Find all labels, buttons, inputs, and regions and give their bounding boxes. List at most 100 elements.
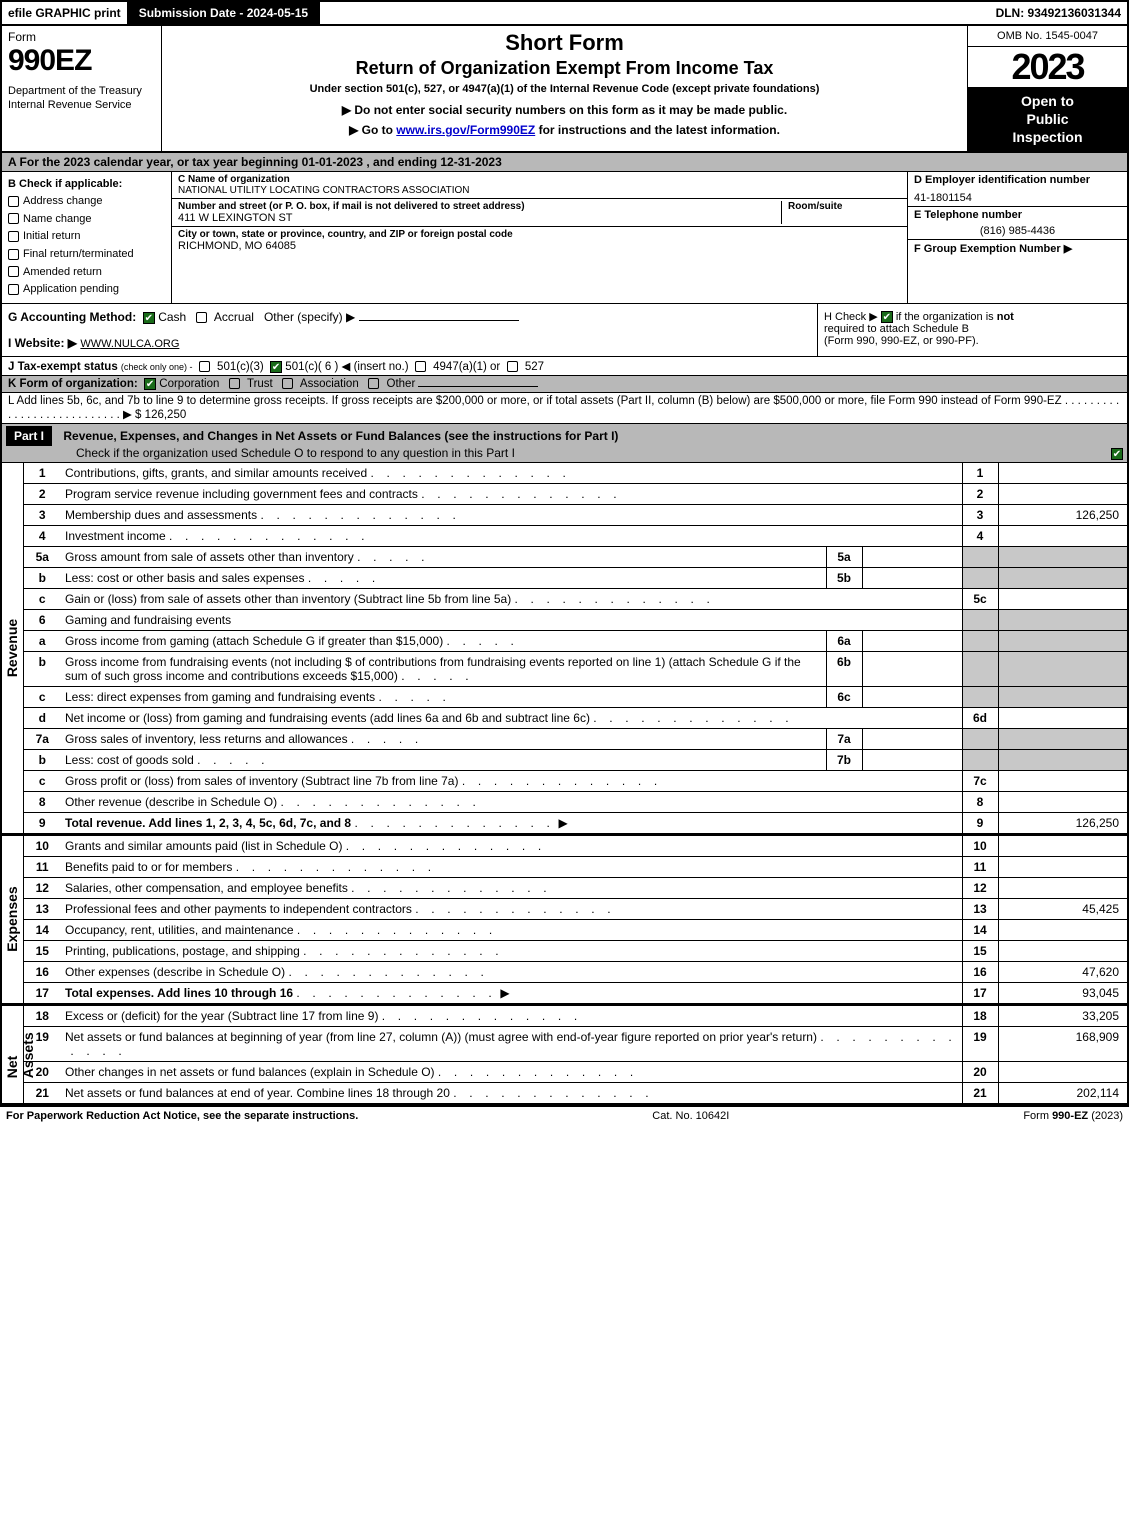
checkbox-checked-icon[interactable]: ✔ [143, 312, 155, 324]
right-val-shaded [998, 749, 1128, 770]
l-amount: 126,250 [145, 409, 187, 421]
line-row: 19Net assets or fund balances at beginni… [1, 1026, 1128, 1061]
line-row: 16Other expenses (describe in Schedule O… [1, 961, 1128, 982]
accounting-method-row: G Accounting Method: ✔ Cash Accrual Othe… [8, 310, 811, 324]
side-label-text: Net Assets [4, 1030, 36, 1079]
checkbox-checked-icon[interactable]: ✔ [144, 378, 156, 390]
k-o3: Association [300, 378, 359, 390]
netassets-table: Net Assets18Excess or (deficit) for the … [0, 1004, 1129, 1105]
k-o4: Other [387, 378, 416, 390]
right-line-number: 13 [962, 898, 998, 919]
right-line-number: 5c [962, 588, 998, 609]
note-goto-prefix: ▶ Go to [349, 123, 396, 137]
line-desc: Printing, publications, postage, and shi… [61, 940, 962, 961]
line-row: 5aGross amount from sale of assets other… [1, 546, 1128, 567]
checkbox-icon[interactable] [282, 378, 293, 389]
line-desc: Gaming and fundraising events [61, 609, 962, 630]
checkbox-icon[interactable] [415, 361, 426, 372]
omb-number: OMB No. 1545-0047 [968, 26, 1127, 47]
right-val-shaded [998, 728, 1128, 749]
checkbox-icon[interactable] [229, 378, 240, 389]
section-GH: G Accounting Method: ✔ Cash Accrual Othe… [0, 304, 1129, 357]
chk-address-change[interactable]: Address change [8, 193, 165, 211]
line-desc: Less: direct expenses from gaming and fu… [61, 686, 826, 707]
chk-name-change[interactable]: Name change [8, 211, 165, 229]
right-line-value [998, 940, 1128, 961]
checkbox-checked-icon[interactable]: ✔ [270, 361, 282, 373]
page-footer: For Paperwork Reduction Act Notice, see … [0, 1105, 1129, 1125]
line-desc: Total expenses. Add lines 10 through 16 … [61, 982, 962, 1003]
line-row: dNet income or (loss) from gaming and fu… [1, 707, 1128, 728]
right-line-number: 2 [962, 483, 998, 504]
right-num-shaded [962, 686, 998, 707]
chk-application-pending[interactable]: Application pending [8, 281, 165, 299]
line-number: 6 [23, 609, 61, 630]
tel-label: E Telephone number [914, 209, 1022, 221]
checkbox-icon [8, 196, 19, 207]
checkbox-icon[interactable] [196, 312, 207, 323]
right-line-number: 8 [962, 791, 998, 812]
dept-label: Department of the Treasury Internal Reve… [8, 84, 155, 113]
k-label: K Form of organization: [8, 378, 138, 390]
right-num-shaded [962, 546, 998, 567]
expenses-table: Expenses10Grants and similar amounts pai… [0, 834, 1129, 1004]
chk-amended-return[interactable]: Amended return [8, 264, 165, 282]
line-row: 15Printing, publications, postage, and s… [1, 940, 1128, 961]
checkbox-icon[interactable] [199, 361, 210, 372]
section-L: L Add lines 5b, 6c, and 7b to line 9 to … [0, 393, 1129, 424]
sub-line-number: 5a [826, 546, 862, 567]
form-header: Form 990EZ Department of the Treasury In… [0, 26, 1129, 153]
chk-initial-return[interactable]: Initial return [8, 228, 165, 246]
right-line-value: 93,045 [998, 982, 1128, 1003]
ein-row: D Employer identification number 41-1801… [908, 172, 1127, 207]
line-desc: Net assets or fund balances at end of ye… [61, 1082, 962, 1104]
header-right: OMB No. 1545-0047 2023 Open to Public In… [967, 26, 1127, 151]
right-line-number: 7c [962, 770, 998, 791]
right-num-shaded [962, 630, 998, 651]
line-row: cLess: direct expenses from gaming and f… [1, 686, 1128, 707]
inspection-line1: Open to [972, 92, 1123, 110]
irs-link[interactable]: www.irs.gov/Form990EZ [396, 123, 535, 137]
city-row: City or town, state or province, country… [172, 227, 907, 303]
chk-final-return[interactable]: Final return/terminated [8, 246, 165, 264]
checkbox-icon[interactable] [368, 378, 379, 389]
h-text4: (Form 990, 990-EZ, or 990-PF). [824, 335, 979, 347]
form-label: Form [8, 30, 155, 44]
line-desc: Other expenses (describe in Schedule O) … [61, 961, 962, 982]
sub-line-number: 6a [826, 630, 862, 651]
line-row: cGain or (loss) from sale of assets othe… [1, 588, 1128, 609]
k-o1: Corporation [159, 378, 219, 390]
line-desc: Less: cost or other basis and sales expe… [61, 567, 826, 588]
right-line-number: 10 [962, 835, 998, 857]
line-desc: Contributions, gifts, grants, and simila… [61, 463, 962, 484]
right-val-shaded [998, 651, 1128, 686]
checkbox-icon [8, 231, 19, 242]
right-line-value [998, 919, 1128, 940]
efile-label[interactable]: efile GRAPHIC print [2, 6, 127, 20]
line-desc: Professional fees and other payments to … [61, 898, 962, 919]
line-desc: Benefits paid to or for members . . . . … [61, 856, 962, 877]
form-number: 990EZ [8, 44, 155, 78]
checkbox-checked-icon[interactable]: ✔ [881, 311, 893, 323]
line-number: 10 [23, 835, 61, 857]
checkbox-checked-icon[interactable]: ✔ [1111, 448, 1123, 460]
line-row: 3Membership dues and assessments . . . .… [1, 504, 1128, 525]
right-line-number: 20 [962, 1061, 998, 1082]
sub-line-number: 7a [826, 728, 862, 749]
line-number: 9 [23, 812, 61, 833]
right-line-value: 47,620 [998, 961, 1128, 982]
right-line-number: 15 [962, 940, 998, 961]
right-num-shaded [962, 609, 998, 630]
submission-date: Submission Date - 2024-05-15 [127, 2, 320, 24]
right-num-shaded [962, 567, 998, 588]
website-link[interactable]: WWW.NULCA.ORG [80, 338, 179, 350]
right-line-value [998, 791, 1128, 812]
right-line-number: 16 [962, 961, 998, 982]
line-row: Revenue1Contributions, gifts, grants, an… [1, 463, 1128, 484]
line-desc: Other changes in net assets or fund bala… [61, 1061, 962, 1082]
g-cash: Cash [158, 310, 186, 324]
l-text: L Add lines 5b, 6c, and 7b to line 9 to … [8, 395, 1062, 407]
line-desc: Net assets or fund balances at beginning… [61, 1026, 962, 1061]
right-line-value [998, 483, 1128, 504]
checkbox-icon[interactable] [507, 361, 518, 372]
